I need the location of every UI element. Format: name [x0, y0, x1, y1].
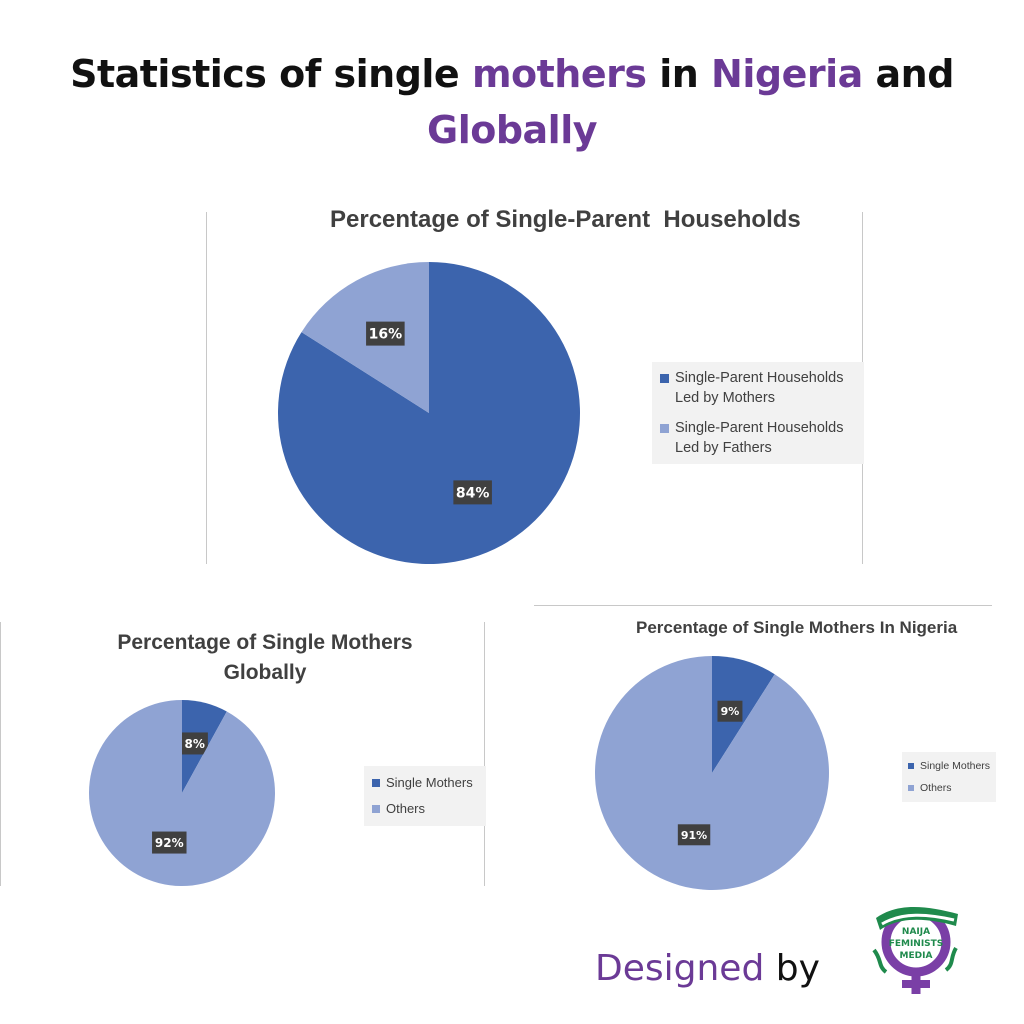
legend-swatch [908, 763, 914, 769]
chart-legend: Single Mothers Others [902, 752, 996, 802]
headline-part: Statistics of single [70, 52, 472, 96]
chart-border-right [484, 622, 485, 886]
legend-item: Others [908, 777, 994, 799]
chart-title: Percentage of Single Mothers In Nigeria [636, 618, 958, 637]
headline-highlight: Globally [427, 108, 598, 152]
by-word: by [764, 948, 820, 989]
logo-text-line: MEDIA [900, 951, 933, 961]
legend-label: Others [920, 782, 952, 794]
legend-swatch [660, 374, 669, 383]
designed-word: Designed [595, 948, 765, 989]
pie-slice-1 [277, 262, 580, 564]
designed-by-text: Designed by [595, 948, 820, 989]
page-headline: Statistics of single mothers in Nigeria … [0, 48, 1024, 100]
headline-highlight: Nigeria [711, 52, 863, 96]
legend-label: Single Mothers [920, 760, 991, 772]
legend-swatch [908, 785, 914, 791]
chart-legend: Single Mothers Others [364, 766, 486, 826]
data-label-box [677, 824, 711, 846]
data-label: 16% [369, 327, 403, 343]
data-label-box [366, 321, 405, 346]
legend-item: Single Mothers [372, 770, 482, 796]
data-label-box [181, 732, 208, 755]
data-label-box [152, 831, 187, 854]
pie-slice-2 [301, 262, 429, 413]
chart-legend: Single-Parent Households Led by Mothers S… [652, 362, 864, 464]
legend-label: Single-Parent Households Led by Mothers [675, 370, 844, 406]
logo-text-line: FEMINISTS [889, 939, 944, 949]
data-label: 8% [185, 737, 205, 751]
naija-feminists-media-logo: NAIJA FEMINISTS MEDIA [868, 900, 964, 1000]
legend-item: Others [372, 796, 482, 822]
chart-border-top [534, 605, 992, 606]
headline-part: and [862, 52, 954, 96]
legend-item: Single-Parent Households Led by Mothers [660, 368, 858, 408]
data-label: 92% [155, 836, 184, 850]
legend-swatch [372, 805, 380, 813]
headline-part: in [646, 52, 712, 96]
legend-label: Others [386, 801, 426, 816]
legend-item: Single Mothers [908, 755, 994, 777]
page-headline-line2: Globally [0, 104, 1024, 156]
data-label: 91% [681, 829, 707, 842]
logo-text-line: NAIJA [902, 927, 930, 937]
data-label-box [717, 700, 743, 722]
venus-symbol-icon: NAIJA FEMINISTS MEDIA [872, 907, 958, 994]
pie-slice-2 [88, 700, 275, 886]
chart-title: Percentage of Single Mothers Globally [117, 631, 413, 684]
legend-item: Single-Parent Households Led by Fathers [660, 418, 858, 458]
pie-slice-2 [594, 656, 829, 890]
data-label: 9% [721, 705, 740, 718]
data-label-box [453, 480, 492, 505]
legend-label: Single-Parent Households Led by Fathers [675, 420, 844, 456]
headline-highlight: mothers [471, 52, 647, 96]
chart-title: Percentage of Single-Parent Households [330, 206, 801, 233]
chart-border-left [206, 212, 207, 564]
legend-swatch [372, 779, 380, 787]
legend-swatch [660, 424, 669, 433]
data-label: 84% [456, 485, 490, 501]
chart-border-left [0, 622, 1, 886]
legend-label: Single Mothers [386, 775, 473, 790]
pie-slice-1 [712, 656, 775, 773]
